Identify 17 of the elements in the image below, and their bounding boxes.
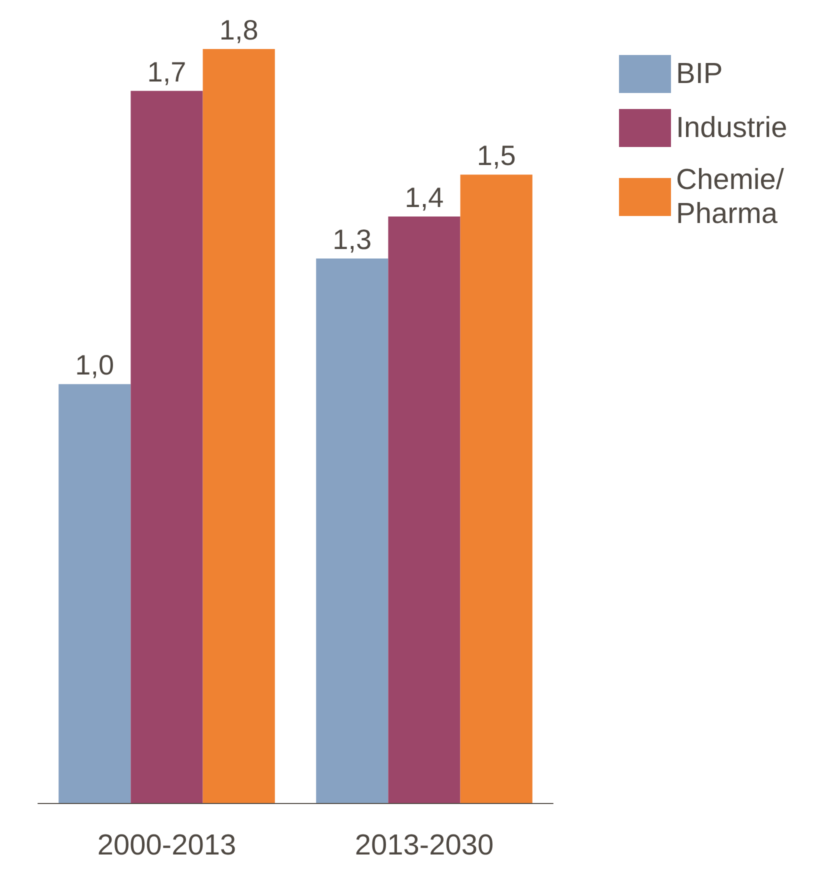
legend-label: BIP <box>676 58 723 90</box>
x-tick-label: 2013-2030 <box>354 830 494 862</box>
bar <box>130 90 203 803</box>
bar <box>460 174 532 803</box>
x-tick-label: 2000-2013 <box>97 830 236 862</box>
data-label: 1,8 <box>219 14 258 46</box>
data-label: 1,3 <box>332 224 372 255</box>
legend-label: Industrie <box>676 112 788 144</box>
bar <box>58 384 131 803</box>
data-label: 1,4 <box>404 182 444 214</box>
bar <box>202 49 275 803</box>
legend-label: Chemie/Pharma <box>676 164 785 230</box>
data-label: 1,5 <box>476 140 516 172</box>
bar <box>316 258 388 803</box>
data-label: 1,0 <box>75 350 114 381</box>
bar <box>388 216 460 803</box>
data-label: 1,7 <box>147 56 186 88</box>
